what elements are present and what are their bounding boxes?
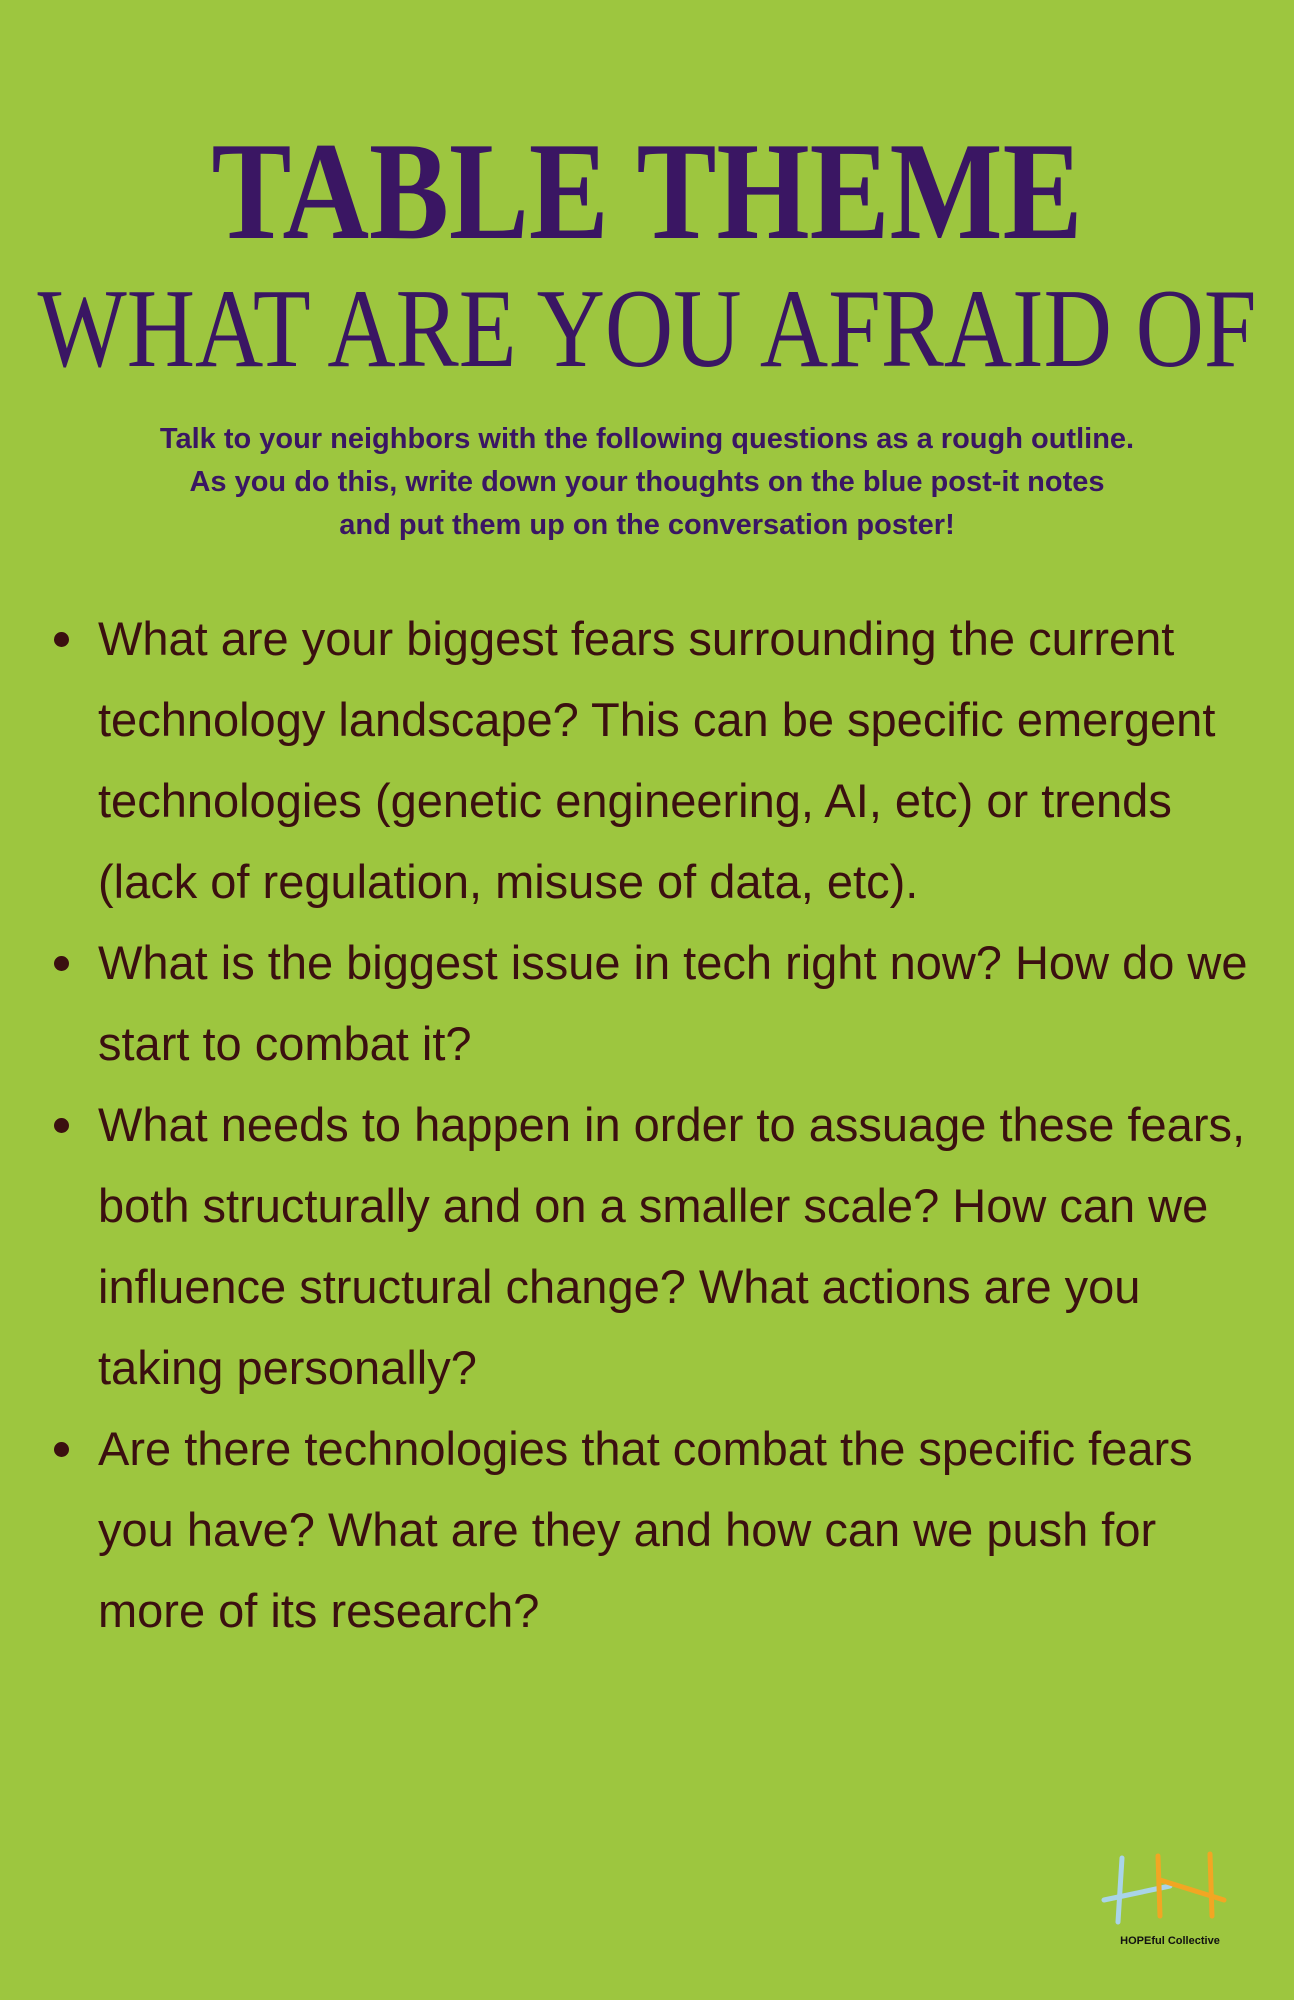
question: What are your biggest fears surrounding … — [54, 598, 1269, 922]
intro-line: and put them up on the conversation post… — [339, 509, 955, 541]
question: What needs to happen in order to assuage… — [54, 1084, 1269, 1408]
title-block: TABLE THEME WHAT ARE YOU AFRAID OF — [38, 114, 1257, 391]
title: TABLE THEME — [212, 114, 1083, 269]
question: What is the biggest issue in tech right … — [54, 922, 1269, 1084]
question: Are there technologies that combat the s… — [54, 1408, 1269, 1651]
question-list: What are your biggest fears surrounding … — [54, 598, 1269, 1651]
intro-line: As you do this, write down your thoughts… — [189, 466, 1105, 498]
subtitle: WHAT ARE YOU AFRAID OF — [38, 267, 1257, 391]
intro: Talk to your neighbors with the followin… — [0, 418, 1294, 547]
intro-line: Talk to your neighbors with the followin… — [159, 423, 1135, 455]
logo-mark — [1101, 1851, 1227, 1925]
logo-label: HOPEful Collective — [1120, 1935, 1220, 1947]
